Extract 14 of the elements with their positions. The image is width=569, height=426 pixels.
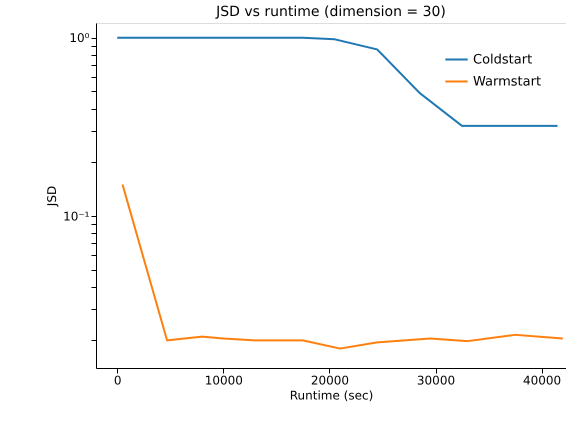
x-axis-title: Runtime (sec) — [290, 388, 374, 402]
legend-label: Warmstart — [473, 74, 542, 90]
y-tick-label: 10⁰ — [69, 31, 90, 46]
x-tick-label: 20000 — [310, 374, 349, 388]
y-axis-title: JSD — [45, 186, 60, 208]
legend-label: Coldstart — [473, 52, 532, 68]
x-tick-label: 0 — [114, 374, 122, 388]
y-tick-label: 10⁻¹ — [63, 209, 90, 224]
x-tick-label: 40000 — [523, 374, 562, 388]
x-tick-label: 30000 — [416, 374, 456, 388]
chart-title: JSD vs runtime (dimension = 30) — [215, 4, 446, 20]
line-series — [116, 36, 559, 127]
line-series — [122, 184, 564, 350]
x-tick-label: 10000 — [204, 374, 243, 388]
